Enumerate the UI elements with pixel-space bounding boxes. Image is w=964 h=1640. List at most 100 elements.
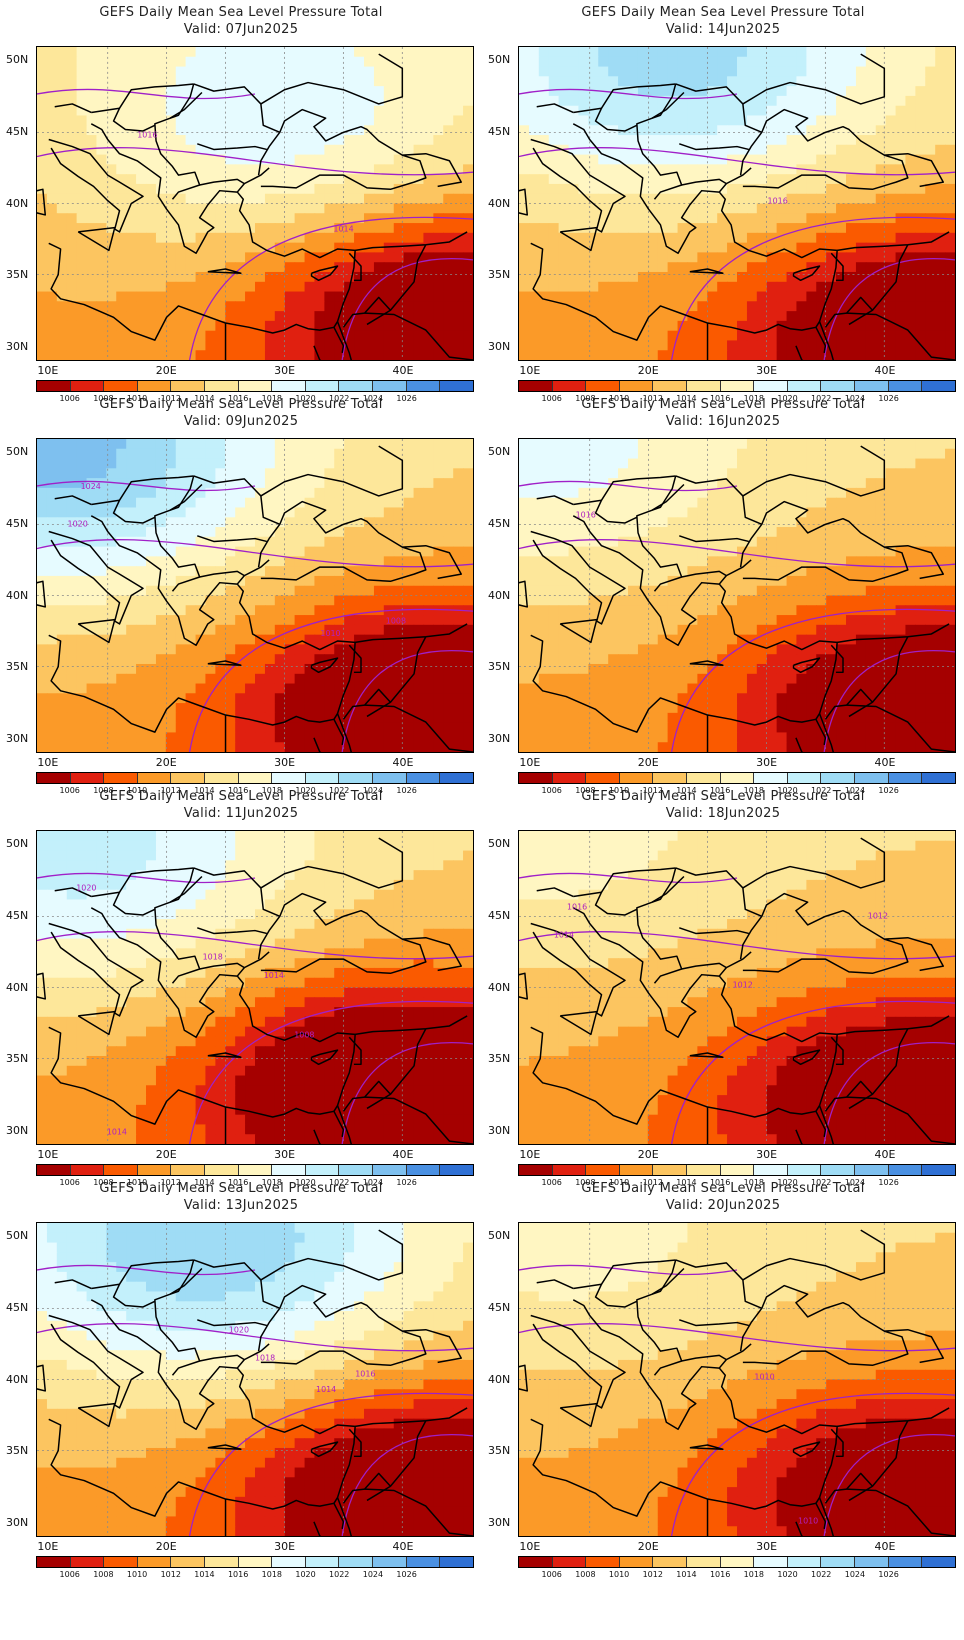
- lat-label: 40N: [488, 980, 511, 994]
- map-panel-p6: GEFS Daily Mean Sea Level Pressure Total…: [482, 784, 964, 1194]
- lat-label: 35N: [6, 268, 29, 282]
- panel-title: GEFS Daily Mean Sea Level Pressure Total: [581, 5, 865, 20]
- lon-label: 30E: [274, 756, 296, 769]
- pressure-map: 1024 1020 1010 1008: [37, 439, 473, 752]
- contour-label: 1018: [255, 1354, 275, 1363]
- lon-label: 10E: [37, 1540, 59, 1553]
- lon-label: 20E: [637, 756, 659, 769]
- map-panel-p2: GEFS Daily Mean Sea Level Pressure Total…: [482, 0, 964, 410]
- colorbar-label: 1014: [194, 1570, 215, 1579]
- colorbar-swatch: [586, 1165, 620, 1175]
- panel-valid-date: Valid: 07Jun2025: [183, 22, 299, 37]
- lon-label: 30E: [274, 1540, 296, 1553]
- colorbar-swatch: [339, 381, 374, 391]
- colorbar-label: 1008: [575, 1570, 596, 1579]
- lon-label: 40E: [874, 364, 896, 377]
- colorbar-swatch: [37, 1165, 71, 1175]
- colorbar-swatch: [305, 773, 340, 783]
- lon-label: 20E: [637, 364, 659, 377]
- colorbar-swatch: [821, 773, 856, 783]
- colorbar-swatch: [339, 1165, 374, 1175]
- colorbar-swatch: [339, 1557, 374, 1567]
- colorbar-swatch: [754, 1165, 788, 1175]
- colorbar-swatch: [519, 1165, 553, 1175]
- panel-title: GEFS Daily Mean Sea Level Pressure Total: [581, 1181, 865, 1196]
- colorbar-label: 1008: [93, 786, 114, 795]
- colorbar-swatch: [137, 773, 172, 783]
- colorbar-swatch: [272, 773, 306, 783]
- colorbar-swatch: [586, 381, 620, 391]
- colorbar-label: 1024: [362, 786, 384, 795]
- colorbar-label: 1010: [608, 1570, 630, 1579]
- colorbar-label: 1006: [541, 786, 562, 795]
- colorbar-swatch: [440, 773, 473, 783]
- colorbar-label: 1008: [93, 1570, 114, 1579]
- colorbar-label: 1026: [878, 786, 899, 795]
- colorbar-label: 1006: [541, 1178, 562, 1187]
- lon-label: 30E: [274, 364, 296, 377]
- map-area: 1010 1010: [518, 1222, 956, 1537]
- lon-label: 40E: [392, 756, 414, 769]
- contour-label: 1016: [137, 131, 157, 140]
- colorbar-label: 1018: [261, 786, 283, 795]
- colorbar-swatch: [922, 773, 955, 783]
- colorbar-label: 1012: [642, 394, 663, 403]
- colorbar-label: 1016: [227, 1570, 249, 1579]
- colorbar-swatch: [754, 1557, 788, 1567]
- colorbar-label: 1022: [811, 1570, 832, 1579]
- colorbar-label: 1022: [329, 394, 350, 403]
- colorbar-swatch: [653, 773, 688, 783]
- map-panel-p3: GEFS Daily Mean Sea Level Pressure Total…: [0, 392, 482, 802]
- colorbar-swatch: [305, 1557, 340, 1567]
- colorbar-label: 1024: [844, 1570, 866, 1579]
- colorbar-swatch: [855, 1165, 889, 1175]
- colorbar-swatch: [619, 381, 654, 391]
- colorbar-swatch: [171, 1165, 206, 1175]
- contour-label: 1024: [81, 482, 101, 491]
- colorbar-swatch: [720, 1165, 755, 1175]
- lat-label: 40N: [6, 196, 29, 210]
- colorbar-swatch: [171, 773, 206, 783]
- colorbar-label: 1012: [160, 394, 181, 403]
- colorbar-labels: 1006 1008 1010 1012 1014 1016 1018 1020 1022 1024…: [36, 394, 474, 406]
- map-panel-p5: GEFS Daily Mean Sea Level Pressure Total…: [0, 784, 482, 1194]
- colorbar-swatch: [238, 773, 273, 783]
- colorbar-swatch: [440, 1165, 473, 1175]
- colorbar-swatch: [586, 773, 620, 783]
- colorbar-label: 1010: [126, 786, 148, 795]
- colorbar-swatch: [687, 381, 721, 391]
- lon-label: 40E: [392, 1148, 414, 1161]
- contour-label: 1014: [333, 225, 353, 234]
- colorbar-label: 1020: [777, 1178, 798, 1187]
- colorbar-labels: 1006 1008 1010 1012 1014 1016 1018 1020 1022 1024…: [518, 1178, 956, 1190]
- lat-label: 30N: [488, 1515, 511, 1529]
- colorbar-label: 1026: [396, 394, 417, 403]
- panel-valid-date: Valid: 13Jun2025: [183, 1198, 299, 1213]
- lat-label: 45N: [6, 1300, 29, 1314]
- panel-title: GEFS Daily Mean Sea Level Pressure Total: [581, 397, 865, 412]
- lon-label: 10E: [37, 756, 59, 769]
- panel-title: GEFS Daily Mean Sea Level Pressure Total: [99, 397, 383, 412]
- lon-label: 30E: [756, 756, 778, 769]
- contour-label: 1012: [868, 912, 888, 921]
- colorbar-swatch: [922, 1557, 955, 1567]
- lon-label: 10E: [37, 364, 59, 377]
- panel-valid-date: Valid: 09Jun2025: [183, 414, 299, 429]
- contour-label: 1020: [76, 884, 96, 893]
- colorbar-swatch: [552, 1557, 587, 1567]
- colorbar-swatch: [238, 1165, 273, 1175]
- lon-label: 10E: [519, 1540, 541, 1553]
- colorbar-swatch: [787, 773, 822, 783]
- colorbar-swatch: [552, 1165, 587, 1175]
- colorbar-swatch: [922, 381, 955, 391]
- colorbar-swatch: [888, 1165, 923, 1175]
- lon-label: 20E: [637, 1148, 659, 1161]
- contour-label: 1020: [229, 1326, 249, 1335]
- colorbar-label: 1026: [878, 394, 899, 403]
- panel-title: GEFS Daily Mean Sea Level Pressure Total: [99, 5, 383, 20]
- colorbar-label: 1018: [743, 394, 765, 403]
- lon-label: 20E: [155, 364, 177, 377]
- colorbar-swatch: [653, 1165, 688, 1175]
- lat-label: 40N: [6, 980, 29, 994]
- colorbar-label: 1026: [396, 1178, 417, 1187]
